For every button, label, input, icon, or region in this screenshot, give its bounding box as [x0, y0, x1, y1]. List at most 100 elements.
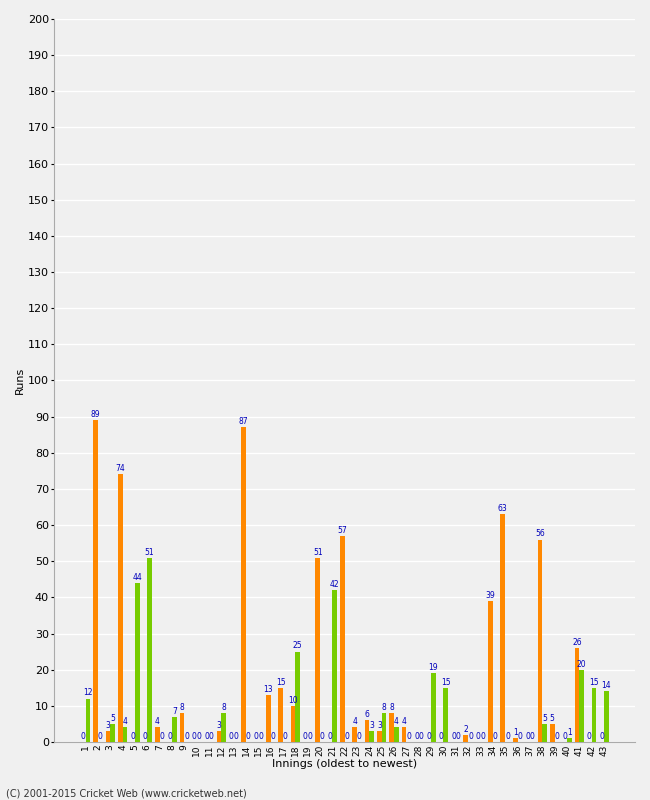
Bar — [278, 688, 283, 742]
Bar — [542, 724, 547, 742]
Text: 0: 0 — [406, 732, 411, 741]
Text: 0: 0 — [554, 732, 560, 741]
Text: 13: 13 — [263, 685, 273, 694]
Bar — [579, 670, 584, 742]
Bar — [377, 731, 382, 742]
Text: 0: 0 — [196, 732, 202, 741]
Bar — [266, 695, 270, 742]
Text: 7: 7 — [172, 706, 177, 715]
Text: 0: 0 — [283, 732, 288, 741]
Text: 0: 0 — [426, 732, 431, 741]
Text: (C) 2001-2015 Cricket Web (www.cricketweb.net): (C) 2001-2015 Cricket Web (www.cricketwe… — [6, 788, 247, 798]
Text: 0: 0 — [246, 732, 251, 741]
Bar — [365, 720, 369, 742]
Text: 0: 0 — [344, 732, 350, 741]
Bar — [463, 734, 468, 742]
Bar — [488, 601, 493, 742]
Bar — [443, 688, 448, 742]
Text: 0: 0 — [505, 732, 510, 741]
Text: 0: 0 — [233, 732, 239, 741]
Text: 0: 0 — [451, 732, 456, 741]
Text: 44: 44 — [133, 573, 142, 582]
Text: 0: 0 — [320, 732, 325, 741]
Bar — [402, 727, 406, 742]
Text: 0: 0 — [562, 732, 567, 741]
Bar — [179, 713, 185, 742]
Bar — [513, 738, 517, 742]
Text: 8: 8 — [389, 703, 394, 712]
Text: 3: 3 — [369, 721, 374, 730]
Text: 0: 0 — [599, 732, 604, 741]
Text: 4: 4 — [394, 718, 399, 726]
Bar — [291, 706, 295, 742]
Text: 15: 15 — [589, 678, 599, 686]
Bar — [538, 539, 542, 742]
Text: 8: 8 — [221, 703, 226, 712]
Text: 0: 0 — [476, 732, 480, 741]
Text: 2: 2 — [463, 725, 468, 734]
Bar — [148, 558, 152, 742]
Bar — [86, 698, 90, 742]
Text: 0: 0 — [98, 732, 103, 741]
Text: 4: 4 — [155, 718, 160, 726]
Text: 15: 15 — [276, 678, 285, 686]
Text: 0: 0 — [142, 732, 148, 741]
Bar — [221, 713, 226, 742]
Bar — [604, 691, 608, 742]
Text: 0: 0 — [493, 732, 498, 741]
Text: 14: 14 — [601, 682, 611, 690]
Bar — [93, 420, 98, 742]
Bar — [340, 536, 344, 742]
Bar — [389, 713, 394, 742]
Text: 63: 63 — [498, 504, 508, 513]
Text: 51: 51 — [145, 547, 155, 557]
Bar — [105, 731, 110, 742]
Bar — [172, 717, 177, 742]
Y-axis label: Runs: Runs — [15, 367, 25, 394]
X-axis label: Innings (oldest to newest): Innings (oldest to newest) — [272, 759, 417, 769]
Text: 89: 89 — [91, 410, 100, 419]
Text: 51: 51 — [313, 547, 322, 557]
Text: 0: 0 — [258, 732, 263, 741]
Text: 87: 87 — [239, 418, 248, 426]
Text: 8: 8 — [179, 703, 185, 712]
Text: 5: 5 — [542, 714, 547, 722]
Text: 0: 0 — [303, 732, 308, 741]
Bar — [118, 474, 123, 742]
Bar — [550, 724, 554, 742]
Text: 0: 0 — [270, 732, 276, 741]
Text: 4: 4 — [402, 718, 406, 726]
Text: 1: 1 — [567, 728, 571, 738]
Text: 0: 0 — [517, 732, 523, 741]
Text: 26: 26 — [572, 638, 582, 647]
Text: 1: 1 — [513, 728, 517, 738]
Bar — [332, 590, 337, 742]
Bar — [155, 727, 160, 742]
Text: 8: 8 — [382, 703, 387, 712]
Text: 0: 0 — [587, 732, 592, 741]
Text: 0: 0 — [184, 732, 189, 741]
Text: 57: 57 — [337, 526, 347, 535]
Text: 42: 42 — [330, 580, 339, 589]
Text: 0: 0 — [480, 732, 486, 741]
Text: 0: 0 — [204, 732, 209, 741]
Bar — [592, 688, 596, 742]
Text: 4: 4 — [122, 718, 127, 726]
Text: 3: 3 — [105, 721, 110, 730]
Text: 0: 0 — [81, 732, 86, 741]
Text: 20: 20 — [577, 659, 586, 669]
Bar — [241, 427, 246, 742]
Text: 0: 0 — [229, 732, 234, 741]
Text: 0: 0 — [468, 732, 473, 741]
Text: 0: 0 — [357, 732, 362, 741]
Text: 74: 74 — [115, 464, 125, 474]
Text: 0: 0 — [525, 732, 530, 741]
Bar — [394, 727, 399, 742]
Text: 3: 3 — [216, 721, 222, 730]
Text: 25: 25 — [293, 642, 302, 650]
Text: 6: 6 — [365, 710, 369, 719]
Text: 0: 0 — [530, 732, 535, 741]
Text: 0: 0 — [254, 732, 259, 741]
Text: 0: 0 — [419, 732, 424, 741]
Text: 0: 0 — [130, 732, 135, 741]
